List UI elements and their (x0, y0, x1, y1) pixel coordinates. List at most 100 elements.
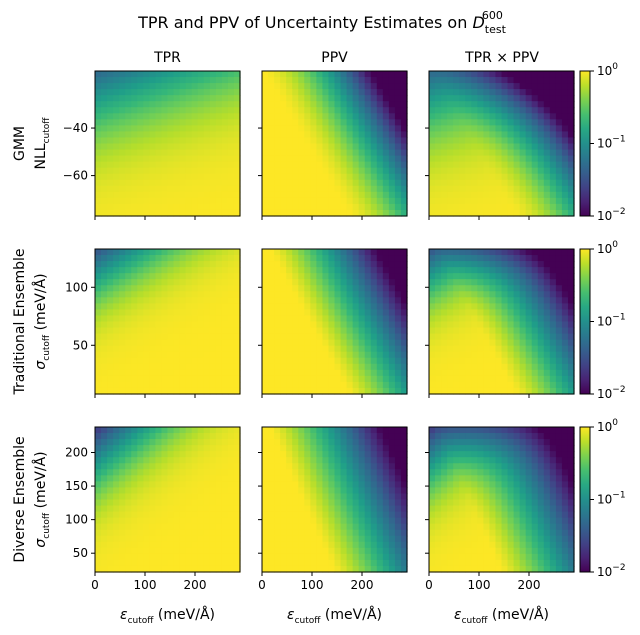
heatmap-cell (382, 481, 390, 489)
heatmap-cell (280, 71, 287, 78)
heatmap-cell (459, 321, 466, 329)
heatmap-cell (441, 351, 448, 359)
heatmap-cell (292, 511, 299, 519)
heatmap-cell (125, 553, 132, 561)
heatmap-cell (388, 529, 396, 537)
heatmap-cell (322, 209, 330, 217)
heatmap-cell (101, 125, 108, 133)
heatmap-cell (191, 475, 199, 482)
heatmap-cell (394, 303, 402, 311)
heatmap-cell (310, 541, 317, 549)
heatmap-cell (513, 309, 521, 317)
heatmap-cell (537, 493, 545, 501)
heatmap-cell (233, 529, 241, 537)
heatmap-cell (101, 107, 108, 114)
heatmap-cell (495, 161, 503, 169)
heatmap-cell (316, 279, 324, 286)
heatmap-cell (507, 475, 515, 482)
heatmap-cell (400, 469, 408, 476)
heatmap-cell (519, 457, 527, 464)
heatmap-cell (465, 433, 472, 440)
heatmap-cell (286, 255, 293, 262)
heatmap-cell (274, 445, 281, 452)
heatmap-cell (167, 535, 175, 543)
heatmap-cell (167, 197, 175, 205)
heatmap-cell (561, 363, 569, 371)
heatmap-cell (477, 161, 484, 169)
heatmap-cell (334, 101, 342, 108)
heatmap-cell (328, 469, 336, 476)
heatmap-cell (400, 89, 408, 96)
heatmap-cell (107, 553, 114, 561)
heatmap-cell (286, 499, 293, 507)
heatmap-cell (441, 439, 448, 446)
heatmap-cell (304, 267, 311, 274)
heatmap-cell (173, 173, 181, 181)
heatmap-cell (137, 279, 144, 286)
heatmap-cell (489, 315, 497, 323)
heatmap-cell (453, 375, 460, 383)
heatmap-cell (101, 321, 108, 329)
heatmap-cell (364, 387, 372, 395)
heatmap-cell (465, 185, 472, 193)
heatmap-cell (274, 511, 281, 519)
heatmap-cell (119, 107, 126, 114)
heatmap-cell (555, 433, 563, 440)
heatmap-cell (274, 107, 281, 114)
heatmap-cell (531, 457, 539, 464)
heatmap-cell (549, 463, 557, 470)
heatmap-cell (197, 197, 205, 205)
heatmap-cell (483, 481, 491, 489)
heatmap-cell (495, 279, 503, 286)
heatmap-cell (340, 267, 348, 274)
heatmap-cell (107, 457, 114, 464)
heatmap-cell (221, 463, 229, 470)
heatmap-cell (262, 433, 269, 440)
heatmap-cell (394, 387, 402, 395)
heatmap-cell (453, 481, 460, 489)
heatmap-cell (131, 291, 138, 298)
heatmap-cell (185, 481, 193, 489)
heatmap-cell (107, 149, 114, 157)
heatmap-cell (167, 191, 175, 199)
heatmap-cell (107, 445, 114, 452)
heatmap-cell (334, 261, 342, 268)
heatmap-cell (501, 357, 509, 365)
heatmap-cell (113, 309, 120, 317)
heatmap-cell (95, 101, 102, 108)
heatmap-cell (227, 475, 235, 482)
heatmap-cell (298, 279, 305, 286)
heatmap-cell (507, 131, 515, 139)
heatmap-cell (274, 457, 281, 464)
heatmap-cell (101, 119, 108, 126)
heatmap-cell (513, 261, 521, 268)
heatmap-cell (561, 439, 569, 446)
heatmap-cell (549, 339, 557, 347)
heatmap-cell (316, 439, 324, 446)
heatmap-cell (495, 149, 503, 157)
heatmap-cell (525, 315, 533, 323)
heatmap-cell (280, 357, 287, 365)
heatmap-cell (346, 351, 354, 359)
heatmap-cell (310, 463, 317, 470)
heatmap-cell (513, 83, 521, 90)
heatmap-cell (173, 83, 181, 90)
heatmap-cell (531, 387, 539, 395)
heatmap-cell (262, 493, 269, 501)
heatmap-cell (429, 101, 436, 108)
heatmap-cell (215, 523, 223, 531)
heatmap-cell (435, 209, 442, 217)
heatmap-cell (280, 469, 287, 476)
heatmap-cell (543, 291, 551, 298)
heatmap-cell (179, 119, 187, 126)
heatmap-cell (173, 131, 181, 139)
heatmap-cell (531, 369, 539, 377)
heatmap-cell (453, 357, 460, 365)
heatmap-cell (173, 113, 181, 120)
heatmap-cell (131, 297, 138, 304)
heatmap-cell (292, 285, 299, 292)
heatmap-cell (447, 261, 454, 268)
heatmap-cell (561, 173, 569, 181)
heatmap-cell (447, 255, 454, 262)
heatmap-cell (310, 499, 317, 507)
